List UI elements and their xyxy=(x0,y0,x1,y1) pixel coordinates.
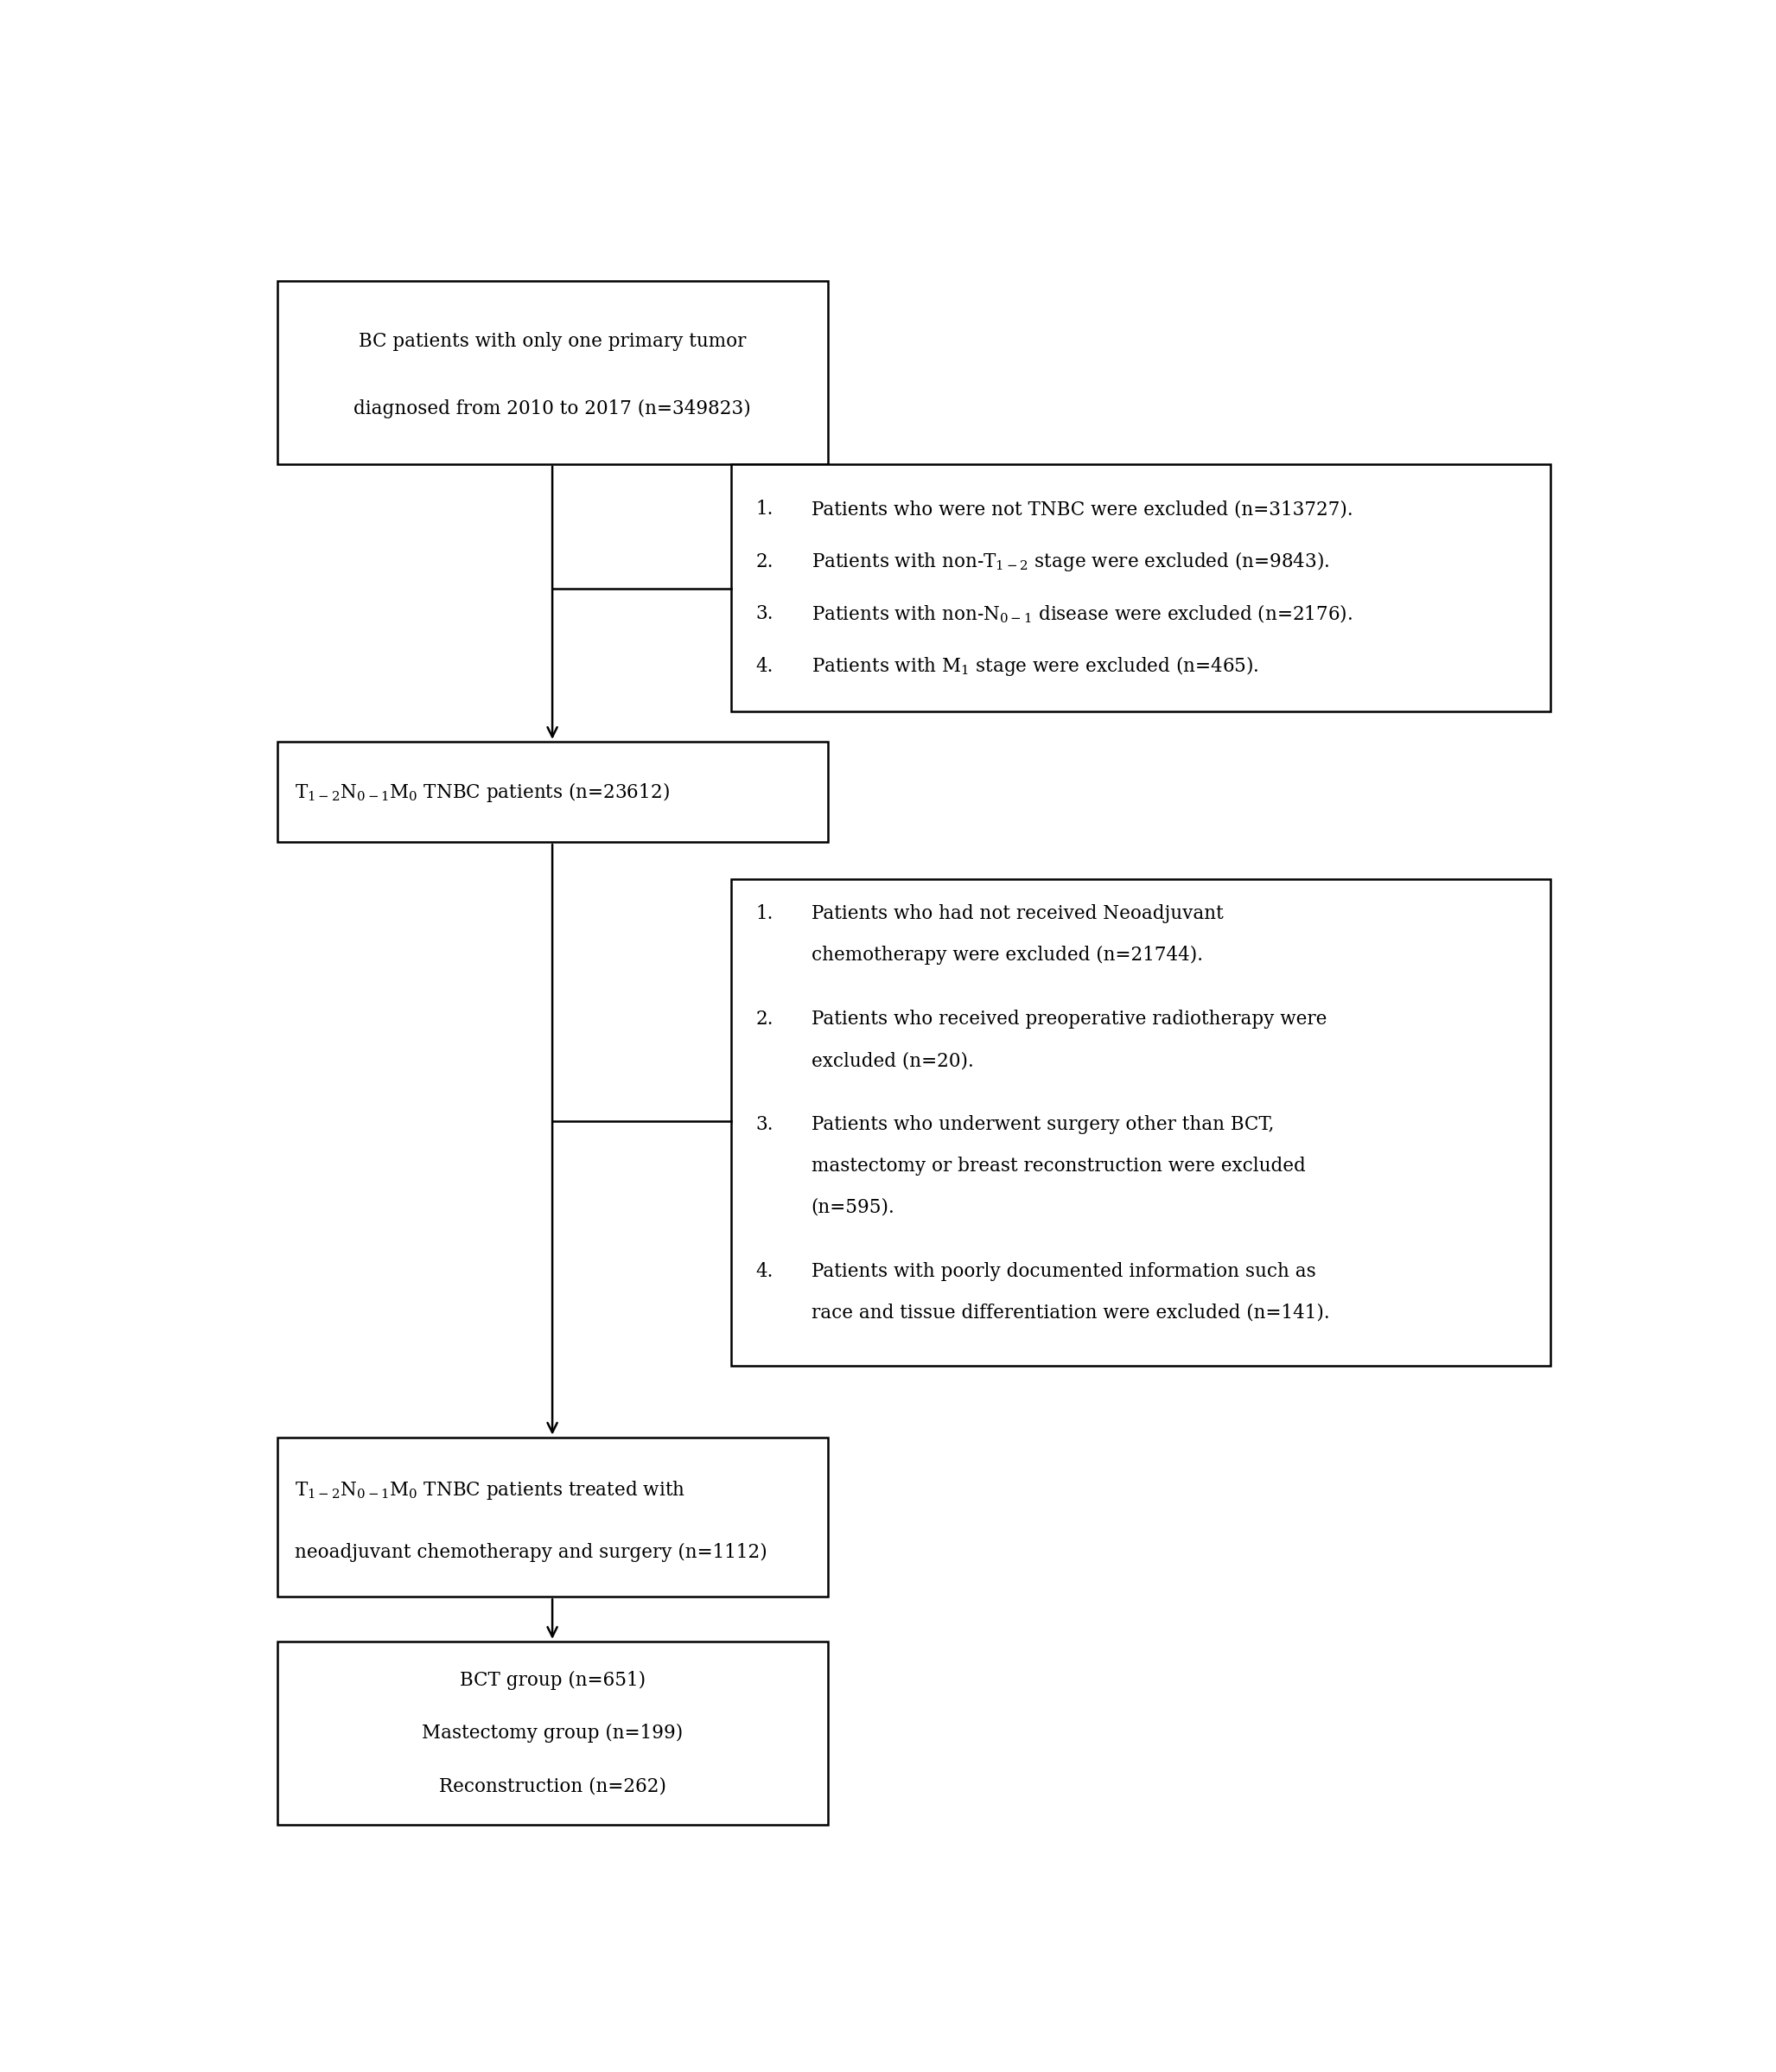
Text: 3.: 3. xyxy=(757,1115,774,1133)
Text: BC patients with only one primary tumor: BC patients with only one primary tumor xyxy=(359,332,746,350)
Text: 1.: 1. xyxy=(757,905,774,924)
Text: Reconstruction (n=262): Reconstruction (n=262) xyxy=(439,1778,666,1796)
Bar xyxy=(277,1641,828,1825)
Text: T$_{1-2}$N$_{0-1}$M$_{0}$ TNBC patients (n=23612): T$_{1-2}$N$_{0-1}$M$_{0}$ TNBC patients … xyxy=(295,781,670,804)
Text: Patients with poorly documented information such as: Patients with poorly documented informat… xyxy=(812,1262,1316,1280)
Bar xyxy=(277,280,828,464)
Text: Patients who received preoperative radiotherapy were: Patients who received preoperative radio… xyxy=(812,1009,1327,1028)
Text: (n=595).: (n=595). xyxy=(812,1198,895,1216)
Text: Patients with M$_{1}$ stage were excluded (n=465).: Patients with M$_{1}$ stage were exclude… xyxy=(812,655,1259,678)
Bar xyxy=(732,879,1550,1365)
Text: Patients who underwent surgery other than BCT,: Patients who underwent surgery other tha… xyxy=(812,1115,1273,1133)
Text: 4.: 4. xyxy=(757,1262,774,1280)
Text: diagnosed from 2010 to 2017 (n=349823): diagnosed from 2010 to 2017 (n=349823) xyxy=(353,400,751,419)
Text: Patients who had not received Neoadjuvant: Patients who had not received Neoadjuvan… xyxy=(812,905,1224,924)
Text: Patients who were not TNBC were excluded (n=313727).: Patients who were not TNBC were excluded… xyxy=(812,499,1353,518)
Text: T$_{1-2}$N$_{0-1}$M$_{0}$ TNBC patients treated with: T$_{1-2}$N$_{0-1}$M$_{0}$ TNBC patients … xyxy=(295,1479,686,1500)
Text: excluded (n=20).: excluded (n=20). xyxy=(812,1051,973,1071)
Text: race and tissue differentiation were excluded (n=141).: race and tissue differentiation were exc… xyxy=(812,1303,1328,1322)
Text: chemotherapy were excluded (n=21744).: chemotherapy were excluded (n=21744). xyxy=(812,947,1202,966)
Text: Mastectomy group (n=199): Mastectomy group (n=199) xyxy=(421,1724,684,1743)
Text: 1.: 1. xyxy=(757,499,774,518)
Text: neoadjuvant chemotherapy and surgery (n=1112): neoadjuvant chemotherapy and surgery (n=… xyxy=(295,1542,767,1562)
Bar xyxy=(732,464,1550,711)
Text: 2.: 2. xyxy=(757,1009,774,1028)
Text: Patients with non-T$_{1-2}$ stage were excluded (n=9843).: Patients with non-T$_{1-2}$ stage were e… xyxy=(812,549,1328,574)
Text: 4.: 4. xyxy=(757,657,774,675)
Bar xyxy=(277,742,828,841)
Text: 2.: 2. xyxy=(757,551,774,572)
Bar xyxy=(277,1438,828,1598)
Text: mastectomy or breast reconstruction were excluded: mastectomy or breast reconstruction were… xyxy=(812,1156,1305,1175)
Text: Patients with non-N$_{0-1}$ disease were excluded (n=2176).: Patients with non-N$_{0-1}$ disease were… xyxy=(812,603,1352,624)
Text: 3.: 3. xyxy=(757,605,774,624)
Text: BCT group (n=651): BCT group (n=651) xyxy=(460,1670,645,1689)
